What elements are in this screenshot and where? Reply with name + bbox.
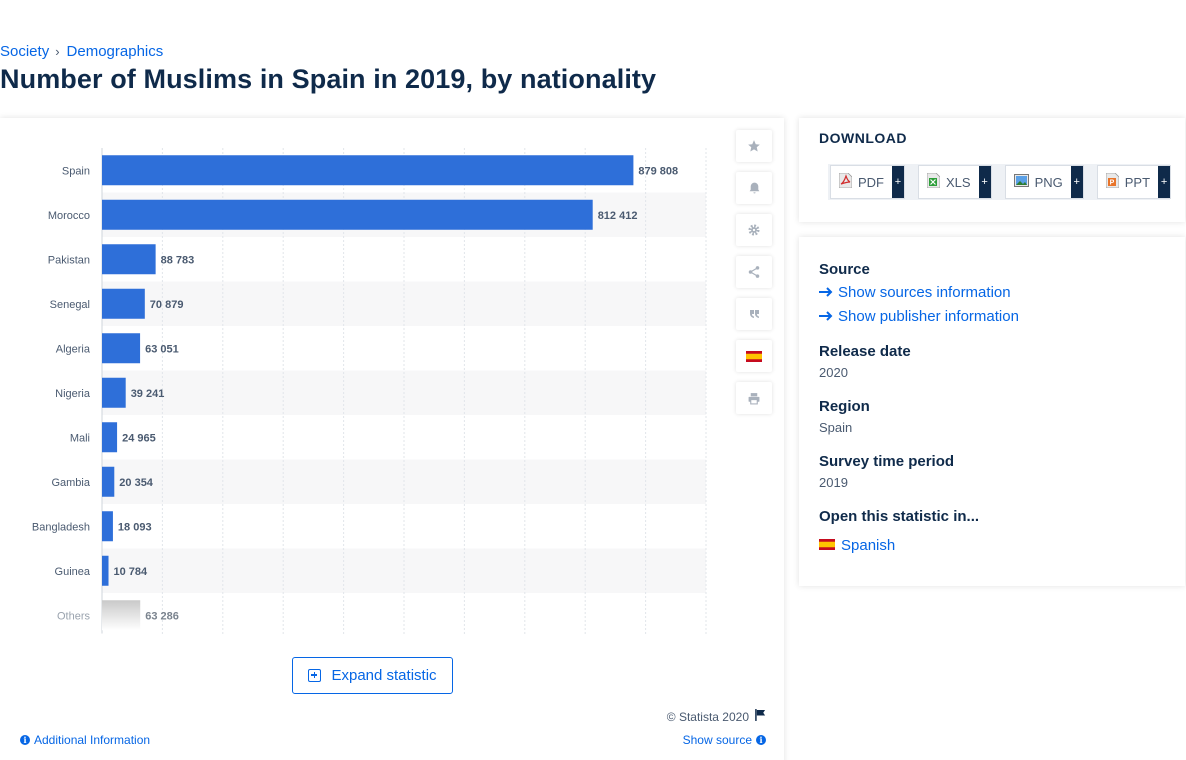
data-label: 812 412 <box>598 210 638 222</box>
bar <box>102 288 145 319</box>
breadcrumb: Society › Demographics <box>0 43 163 60</box>
chart-toolbar <box>736 130 772 424</box>
info-icon: i <box>20 735 30 745</box>
expand-statistic-label: Expand statistic <box>331 667 437 684</box>
expand-statistic-button[interactable]: Expand statistic <box>292 657 453 694</box>
ppt-plus-icon: + <box>1158 166 1171 198</box>
pdf-file-icon <box>838 172 853 191</box>
data-label: 879 808 <box>638 165 678 177</box>
bar <box>102 155 634 186</box>
page-title: Number of Muslims in Spain in 2019, by n… <box>0 64 657 94</box>
pdf-label: PDF <box>858 174 884 190</box>
ppt-file-icon: P <box>1105 172 1120 191</box>
print-icon[interactable] <box>736 382 772 414</box>
expand-icon <box>308 669 322 682</box>
data-label: 18 093 <box>118 521 152 533</box>
xls-plus-icon: + <box>978 166 991 198</box>
bar <box>102 600 141 631</box>
open-in-spanish-label: Spanish <box>841 537 896 554</box>
region-value: Spain <box>819 420 853 435</box>
breadcrumb-society[interactable]: Society <box>0 43 50 60</box>
category-label: Spain <box>62 165 90 177</box>
survey-period-heading: Survey time period <box>819 453 955 470</box>
png-plus-icon: + <box>1070 166 1083 198</box>
download-buttons: PDF + XLS + PNG + P PPT + <box>828 164 1172 200</box>
row-band <box>102 548 706 593</box>
statistic-info-panel: Source Show sources information Show pub… <box>799 237 1185 586</box>
data-label: 24 965 <box>122 432 156 444</box>
xls-label: XLS <box>946 174 971 190</box>
category-label: Nigeria <box>55 388 91 400</box>
png-label: PNG <box>1034 174 1063 190</box>
copyright: © Statista 2020 <box>667 709 766 724</box>
data-label: 39 241 <box>131 388 165 400</box>
bar <box>102 466 115 497</box>
show-publisher-label: Show publisher information <box>838 308 1019 325</box>
arrow-right-icon <box>819 284 833 301</box>
bar <box>102 244 156 275</box>
show-source-link[interactable]: Show source i <box>683 733 766 747</box>
bar <box>102 422 118 453</box>
gear-icon[interactable] <box>736 214 772 246</box>
arrow-right-icon <box>819 308 833 325</box>
category-label: Bangladesh <box>32 521 90 533</box>
category-label: Morocco <box>48 210 90 222</box>
chevron-right-icon: › <box>55 44 60 59</box>
additional-information-link[interactable]: i Additional Information <box>20 733 150 747</box>
show-sources-label: Show sources information <box>838 284 1011 301</box>
quote-icon[interactable] <box>736 298 772 330</box>
copyright-text: © Statista 2020 <box>666 709 749 724</box>
show-source-label: Show source <box>682 733 752 747</box>
svg-text:P: P <box>1109 180 1114 187</box>
show-publisher-link[interactable]: Show publisher information <box>819 308 1019 325</box>
download-xls-button[interactable]: XLS + <box>918 165 992 199</box>
download-pdf-button[interactable]: PDF + <box>830 165 905 199</box>
show-sources-link[interactable]: Show sources information <box>819 284 1011 301</box>
additional-information-label: Additional Information <box>34 733 151 747</box>
xls-file-icon <box>926 172 941 191</box>
report-flag-icon[interactable] <box>755 709 766 724</box>
data-label: 88 783 <box>161 254 195 266</box>
chart-card: Spain 879 808 Morocco 812 412 Pakistan 88 783… <box>0 118 784 760</box>
download-ppt-button[interactable]: P PPT + <box>1096 165 1172 199</box>
breadcrumb-demographics[interactable]: Demographics <box>66 43 164 60</box>
category-label: Senegal <box>50 299 90 311</box>
download-title: DOWNLOAD <box>819 130 907 146</box>
bell-icon[interactable] <box>736 172 772 204</box>
open-in-spanish-link[interactable]: Spanish <box>819 537 895 554</box>
download-png-button[interactable]: PNG + <box>1004 165 1084 199</box>
share-icon[interactable] <box>736 256 772 288</box>
bar-chart: Spain 879 808 Morocco 812 412 Pakistan 88 783… <box>32 148 707 636</box>
category-label: Guinea <box>55 566 91 578</box>
category-label: Pakistan <box>48 254 90 266</box>
download-panel: DOWNLOAD PDF + XLS + PNG + P <box>799 118 1185 222</box>
data-label: 63 286 <box>145 610 179 622</box>
category-label: Mali <box>70 432 90 444</box>
source-heading: Source <box>819 261 870 278</box>
bar <box>102 555 109 586</box>
release-date-value: 2020 <box>819 365 848 380</box>
spain-flag-icon <box>819 537 835 554</box>
data-label: 70 879 <box>150 299 184 311</box>
bar <box>102 511 113 542</box>
spain-flag-icon[interactable] <box>736 340 772 372</box>
bar <box>102 199 593 230</box>
data-label: 63 051 <box>145 343 179 355</box>
info-icon: i <box>756 735 766 745</box>
survey-period-value: 2019 <box>819 475 848 490</box>
open-statistic-heading: Open this statistic in... <box>819 508 980 525</box>
png-file-icon <box>1013 174 1029 190</box>
release-date-heading: Release date <box>819 343 911 360</box>
star-icon[interactable] <box>736 130 772 162</box>
ppt-label: PPT <box>1124 174 1151 190</box>
category-label: Others <box>57 610 91 622</box>
bar <box>102 377 126 408</box>
bar <box>102 333 141 364</box>
category-label: Algeria <box>56 343 91 355</box>
data-label: 20 354 <box>119 477 154 489</box>
region-heading: Region <box>819 398 870 415</box>
category-label: Gambia <box>51 477 90 489</box>
pdf-plus-icon: + <box>892 166 904 198</box>
data-label: 10 784 <box>114 566 149 578</box>
